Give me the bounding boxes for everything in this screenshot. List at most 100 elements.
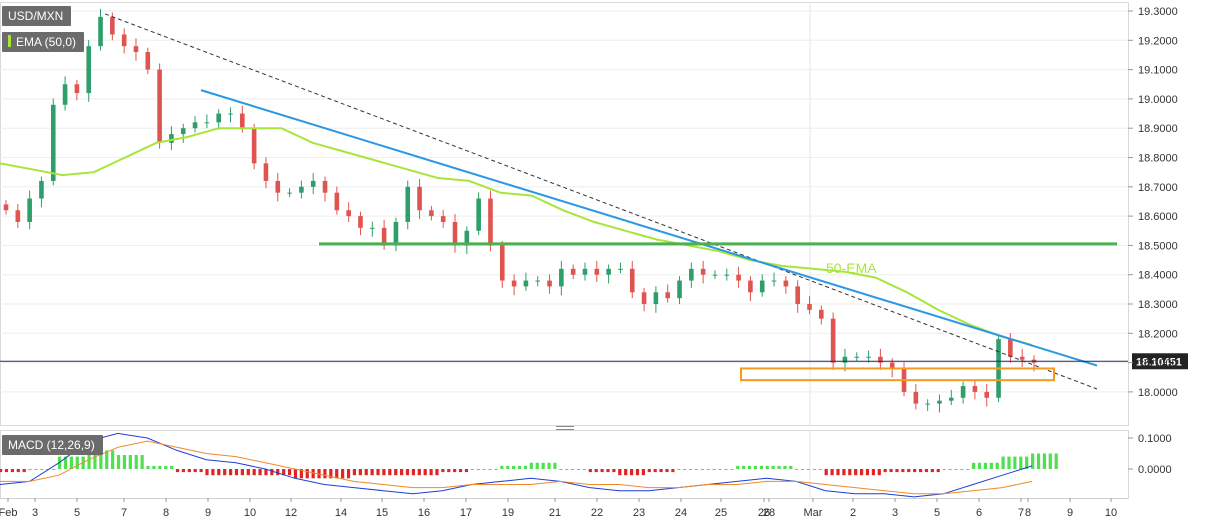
price-tick-label: 18.8000 (1138, 153, 1178, 165)
macd-histogram-bar (99, 450, 103, 469)
macd-histogram-bar (105, 450, 109, 469)
macd-histogram-bar (871, 469, 875, 476)
candle-body (547, 280, 552, 287)
macd-histogram-bar (960, 469, 964, 470)
macd-histogram-bar (694, 469, 699, 470)
candle-body (948, 397, 954, 401)
candle-body (310, 180, 316, 187)
macd-histogram-bar (370, 469, 374, 476)
macd-histogram-bar (181, 469, 186, 473)
support-zone-box (740, 367, 1055, 382)
macd-histogram-bar (977, 462, 982, 469)
time-tick-label: Mar (804, 507, 823, 519)
macd-histogram-bar (576, 469, 581, 470)
macd-histogram-bar (565, 469, 569, 470)
candle-body (582, 268, 588, 275)
macd-histogram-bar (712, 469, 716, 470)
macd-histogram-bar (759, 465, 763, 469)
candle-body (145, 52, 151, 70)
candle-body (358, 216, 363, 228)
candle-body (98, 16, 103, 47)
candle-body (169, 134, 174, 143)
macd-histogram-bar (482, 469, 486, 470)
macd-histogram-bar (641, 469, 645, 476)
price-tick-label: 19.1000 (1138, 65, 1178, 77)
macd-histogram-bar (665, 469, 669, 473)
time-tick-label: 26 (758, 507, 770, 519)
macd-indicator-label[interactable]: MACD (12,26,9) (2, 435, 103, 455)
macd-histogram-bar (824, 469, 828, 476)
macd-histogram-bar (453, 469, 457, 473)
macd-histogram-bar (600, 469, 604, 473)
macd-histogram-bar (464, 469, 469, 473)
time-tick-label: 10 (1105, 507, 1117, 519)
candle-body (878, 356, 883, 363)
macd-histogram-bar (594, 469, 598, 473)
macd-histogram-bar (1031, 453, 1035, 469)
candle-body (511, 280, 517, 287)
time-tick-label: 14 (335, 507, 347, 519)
macd-histogram-bar (1048, 453, 1052, 469)
symbol-label[interactable]: USD/MXN (2, 6, 72, 26)
macd-histogram-bar (223, 469, 227, 476)
macd-histogram-bar (730, 469, 734, 470)
candle-body (783, 280, 789, 287)
time-tick-label: 7 (121, 507, 127, 519)
macd-histogram-bar (995, 462, 999, 469)
macd-histogram-bar (287, 469, 292, 476)
macd-histogram-bar (653, 469, 657, 473)
macd-histogram-bar (517, 465, 522, 469)
time-tick-label: 16 (418, 507, 430, 519)
macd-histogram-bar (659, 469, 663, 473)
macd-histogram-bar (299, 469, 303, 479)
candle-body (393, 221, 399, 246)
candle-body (192, 122, 198, 129)
candle-body (452, 221, 458, 246)
macd-panel-frame (0, 430, 1129, 499)
macd-histogram-bar (140, 455, 144, 469)
macd-histogram-bar (270, 469, 274, 476)
macd-histogram-bar (111, 450, 115, 469)
macd-histogram-bar (488, 469, 492, 470)
time-tick-label: 2 (850, 507, 856, 519)
macd-histogram-bar (742, 465, 746, 469)
macd-histogram-bar (323, 469, 327, 479)
macd-panel (0, 432, 1058, 498)
macd-histogram-bar (777, 465, 781, 469)
macd-histogram-bar (146, 465, 150, 469)
macd-histogram-bar (1013, 456, 1017, 469)
current-price-label: 18.10451 (1136, 356, 1182, 368)
macd-histogram-bar (388, 469, 392, 476)
candle-body (417, 186, 422, 211)
macd-histogram-bar (1019, 456, 1023, 469)
candle-body (700, 268, 706, 275)
macd-histogram-bar (16, 469, 20, 473)
macd-histogram-bar (423, 469, 427, 476)
ema-annotation-label: 50-EMA (826, 260, 877, 276)
ema-indicator-label[interactable]: EMA (50,0) (2, 32, 85, 52)
macd-histogram-bar (476, 469, 480, 470)
macd-histogram-bar (435, 469, 439, 476)
macd-histogram-bar (69, 456, 73, 469)
price-tick-label: 18.6000 (1138, 211, 1178, 223)
candle-body (240, 113, 245, 129)
macd-histogram-bar (217, 469, 221, 476)
macd-histogram-bar (40, 469, 44, 470)
candle-body (228, 113, 233, 115)
macd-histogram-bar (116, 455, 121, 469)
macd-histogram-bar (28, 469, 32, 470)
time-tick-label: 5 (934, 507, 940, 519)
macd-histogram-bar (305, 469, 309, 479)
price-tick-label: 18.0000 (1138, 387, 1178, 399)
macd-histogram-bar (559, 469, 563, 470)
candle-body (665, 292, 671, 299)
candle-body (62, 84, 68, 105)
time-tick-label: 3 (892, 507, 898, 519)
candle-body (807, 304, 812, 310)
candle-body (819, 309, 824, 319)
candle-body (334, 192, 340, 211)
price-tick-label: 19.0000 (1138, 94, 1178, 106)
candle-body (464, 230, 470, 246)
macd-histogram-bar (211, 469, 215, 476)
macd-histogram-bar (629, 469, 634, 476)
